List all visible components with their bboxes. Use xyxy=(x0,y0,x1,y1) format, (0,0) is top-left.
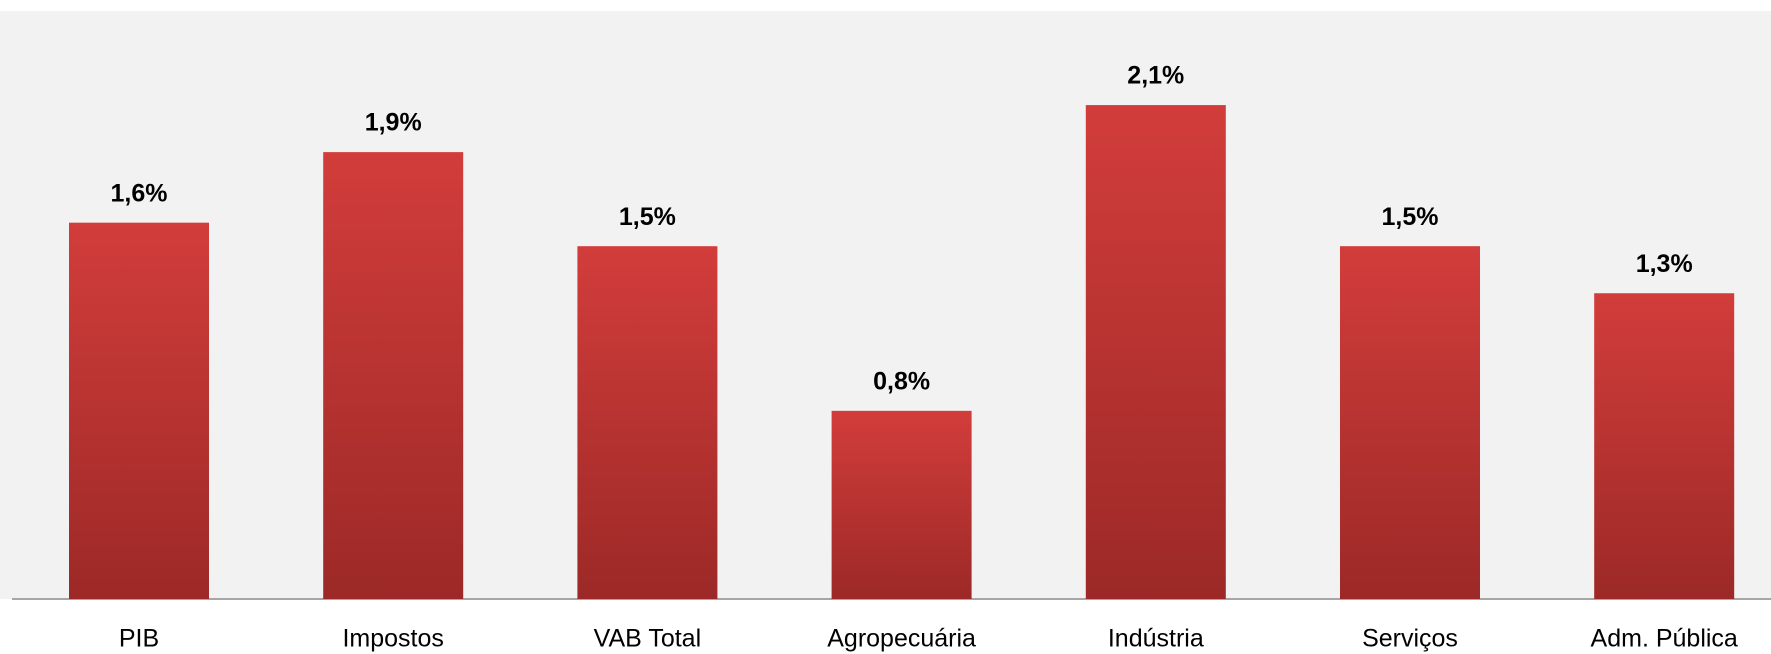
data-label: 0,8% xyxy=(873,367,930,395)
bar xyxy=(1594,293,1735,599)
bar xyxy=(577,246,718,599)
x-tick-label: Impostos xyxy=(342,625,443,653)
bar xyxy=(831,410,972,599)
data-label: 1,6% xyxy=(111,179,168,207)
x-tick-label: VAB Total xyxy=(594,625,701,653)
bar xyxy=(1340,246,1480,599)
data-label: 1,9% xyxy=(365,109,422,137)
data-label: 1,5% xyxy=(1382,203,1439,231)
x-tick-label: PIB xyxy=(119,625,159,653)
x-tick-label: Indústria xyxy=(1108,625,1204,653)
bar xyxy=(69,222,209,599)
bar xyxy=(323,152,464,599)
x-tick-label: Agropecuária xyxy=(827,625,976,653)
data-label: 1,3% xyxy=(1636,250,1693,278)
x-tick-label: Adm. Pública xyxy=(1591,625,1738,653)
bar xyxy=(1085,105,1226,599)
x-tick-label: Serviços xyxy=(1362,625,1458,653)
data-label: 2,1% xyxy=(1127,62,1184,90)
data-label: 1,5% xyxy=(619,203,676,231)
